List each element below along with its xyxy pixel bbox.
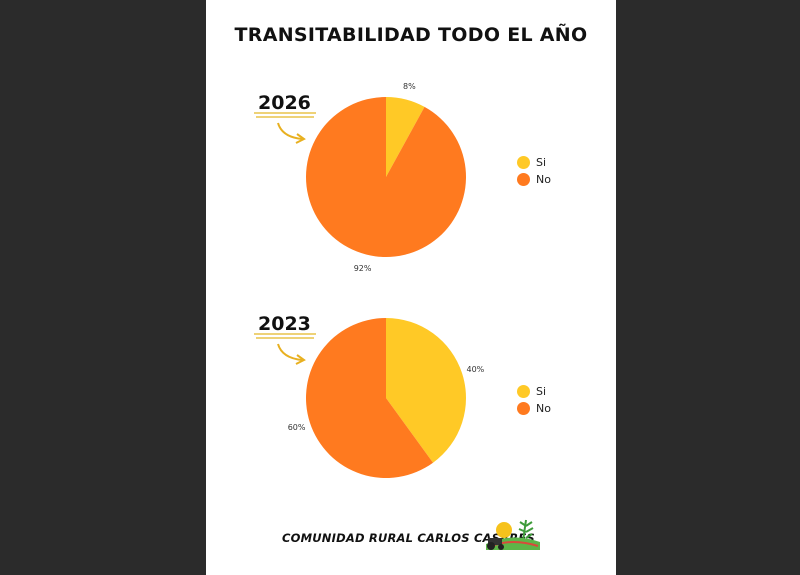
underline-decoration	[254, 112, 316, 118]
legend-item-si: Si	[517, 154, 551, 171]
pie-labels-2023: 40% 60%	[288, 365, 485, 432]
legend-item-si: Si	[517, 383, 551, 400]
legend-swatch-si	[517, 385, 530, 398]
legend-item-no: No	[517, 400, 551, 417]
underline-decoration	[254, 333, 316, 339]
curved-arrow-icon	[277, 122, 303, 140]
chart-title: TRANSITABILIDAD TODO EL AÑO	[234, 24, 588, 46]
legend-label-no: No	[536, 173, 551, 186]
pie-slice-si	[386, 318, 467, 463]
pie-data-label: 40%	[467, 365, 485, 374]
year-label-2023: 2023	[258, 313, 311, 335]
legend-2023: Si No	[517, 383, 551, 417]
pie-data-label: 60%	[288, 423, 306, 432]
tractor-farm-logo-icon	[486, 519, 540, 550]
pie-chart-2023: 40% 60%	[254, 318, 485, 478]
pie-labels-2026: 8% 92%	[354, 82, 416, 273]
pie-slice-no	[306, 318, 434, 478]
pie-slice-si	[386, 97, 425, 177]
poster-page: TRANSITABILIDAD TODO EL AÑO 2026 8% 92% S…	[206, 0, 616, 575]
footer-organization: COMUNIDAD RURAL CARLOS CASARES	[282, 531, 535, 545]
legend-label-no: No	[536, 402, 551, 415]
legend-item-no: No	[517, 171, 551, 188]
legend-swatch-no	[517, 173, 530, 186]
legend-swatch-si	[517, 156, 530, 169]
pie-slices-2023	[306, 318, 467, 478]
legend-2026: Si No	[517, 154, 551, 188]
year-label-2026: 2026	[258, 92, 311, 114]
pie-chart-2026: 8% 92%	[254, 82, 467, 273]
legend-label-si: Si	[536, 385, 547, 398]
curved-arrow-icon	[277, 343, 303, 361]
pie-slices-2026	[306, 97, 467, 257]
pie-data-label: 92%	[354, 264, 372, 273]
legend-swatch-no	[517, 402, 530, 415]
pie-data-label: 8%	[403, 82, 416, 91]
legend-label-si: Si	[536, 156, 547, 169]
pie-slice-no	[306, 97, 467, 257]
